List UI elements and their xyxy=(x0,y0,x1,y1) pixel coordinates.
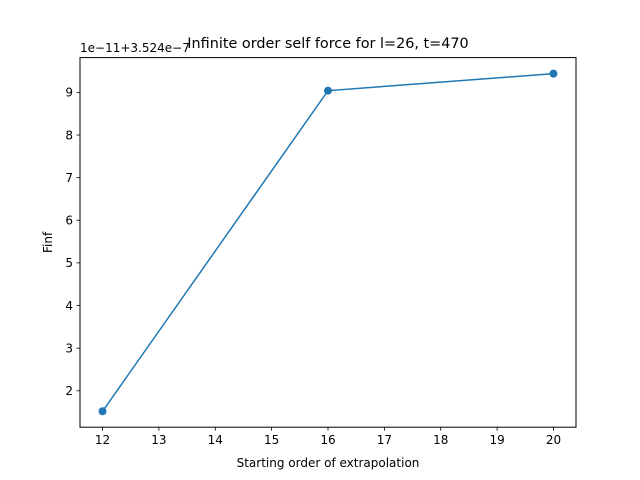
y-tick-label: 7 xyxy=(65,171,73,185)
x-tick-label: 14 xyxy=(208,433,223,447)
x-tick-label: 19 xyxy=(489,433,504,447)
x-tick-label: 17 xyxy=(377,433,392,447)
x-tick-label: 12 xyxy=(95,433,110,447)
y-tick-label: 3 xyxy=(65,341,73,355)
y-offset-label: 1e−11+3.524e−7 xyxy=(80,41,190,55)
y-tick-label: 9 xyxy=(65,86,73,100)
y-tick-label: 2 xyxy=(65,384,73,398)
data-point xyxy=(98,407,107,416)
x-tick-label: 20 xyxy=(546,433,561,447)
y-tick-label: 8 xyxy=(65,128,73,142)
chart-title: Infinite order self force for l=26, t=47… xyxy=(187,36,468,52)
x-axis-label: Starting order of extrapolation xyxy=(237,456,420,470)
plot-area xyxy=(98,69,558,416)
y-axis-label: Finf xyxy=(41,231,55,253)
x-tick-label: 16 xyxy=(320,433,335,447)
y-tick-label: 4 xyxy=(65,299,73,313)
x-tick-label: 13 xyxy=(151,433,166,447)
y-tick-label: 5 xyxy=(65,256,73,270)
data-point xyxy=(324,86,332,95)
y-axis-ticks: 2 3 4 5 6 7 8 9 xyxy=(65,86,80,398)
x-tick-label: 15 xyxy=(264,433,279,447)
x-axis-ticks: 12 13 14 15 16 17 18 19 20 xyxy=(95,427,561,447)
y-tick-label: 6 xyxy=(65,214,73,228)
data-point xyxy=(549,69,558,78)
x-tick-label: 18 xyxy=(433,433,448,447)
